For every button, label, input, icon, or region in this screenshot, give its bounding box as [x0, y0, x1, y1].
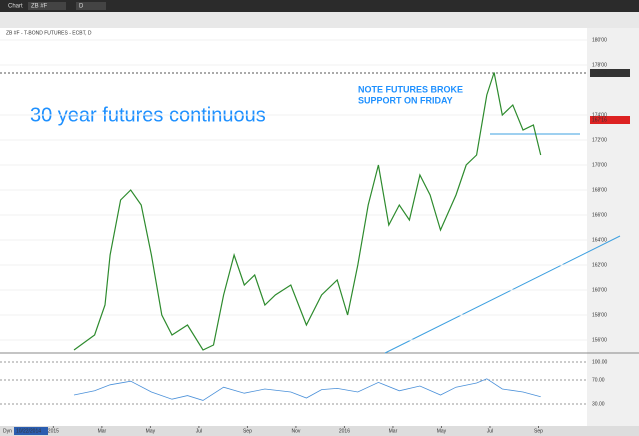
drawing-toolbar: [0, 12, 639, 28]
y-tick-label: 172'00: [592, 137, 607, 143]
y-tick-label: 156'00: [592, 337, 607, 343]
y-tick-label: 100.00: [592, 359, 608, 365]
y-tick-label: 160'00: [592, 287, 607, 293]
interval-box[interactable]: [76, 2, 106, 10]
price-tag-text: 176'08: [592, 70, 607, 76]
y-tick-label: 162'00: [592, 262, 607, 268]
x-tick-label: 2015: [48, 428, 59, 434]
symbol-box[interactable]: [28, 2, 66, 10]
price-tag: [590, 69, 630, 77]
time-axis: [0, 426, 639, 436]
price-tag-text: 167'16: [592, 117, 607, 123]
trend-line: [384, 235, 621, 354]
x-tick-label: 2016: [339, 428, 350, 434]
y-tick-label: 166'00: [592, 212, 607, 218]
date[interactable]: 10/22/2014: [16, 428, 41, 434]
y-tick-label: 158'00: [592, 312, 607, 318]
x-tick-label: May: [437, 428, 447, 434]
y-tick-label: 70.00: [592, 377, 605, 383]
annotation: NOTE FUTURES BROKE: [358, 84, 463, 94]
y-tick-label: 174'00: [592, 112, 607, 118]
y-tick-label: 164'00: [592, 237, 607, 243]
x-tick-label: Mar: [389, 428, 398, 434]
y-tick-label: 178'00: [592, 62, 607, 68]
interval[interactable]: D: [79, 4, 84, 10]
x-tick-label: Jul: [196, 428, 202, 434]
titlebar: [0, 0, 639, 12]
panel-header: ZB #F - T-BOND FUTURES - ECBT, D: [6, 30, 92, 36]
price-axis: [587, 28, 639, 426]
y-tick-label: 170'00: [592, 162, 607, 168]
y-tick-label: 168'00: [592, 187, 607, 193]
price-tag: [590, 116, 630, 124]
x-tick-label: Jul: [487, 428, 493, 434]
series-line: [73, 72, 542, 351]
x-tick-label: Sep: [243, 428, 252, 434]
y-tick-label: 30.00: [592, 401, 605, 407]
window-title: Chart: [8, 4, 23, 10]
mode[interactable]: Dyn: [3, 428, 12, 434]
chart-area: [0, 28, 587, 426]
symbol[interactable]: ZB #F: [31, 4, 48, 10]
x-tick-label: Mar: [98, 428, 107, 434]
annotation: SUPPORT ON FRIDAY: [358, 95, 453, 105]
x-tick-label: Sep: [534, 428, 543, 434]
x-tick-label: Nov: [291, 428, 300, 434]
x-tick-label: May: [146, 428, 156, 434]
y-tick-label: 180'00: [592, 37, 607, 43]
series-line: [73, 378, 541, 401]
date-box[interactable]: [14, 427, 48, 435]
